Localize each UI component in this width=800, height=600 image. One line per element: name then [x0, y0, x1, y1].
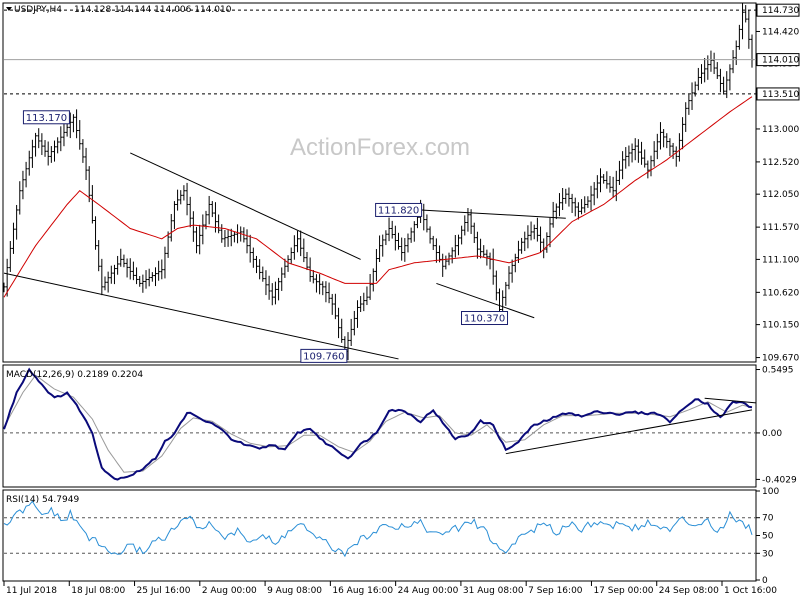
- price-level-box: [756, 53, 800, 67]
- macd-axis-label: 0.5495: [762, 366, 794, 376]
- macd-axis-label: -0.4029: [762, 475, 797, 485]
- price-axis: 114.420 113.000 112.520 112.050 111.570 111.1…: [756, 3, 800, 364]
- rsi-axis: 100 70 50 30 0: [756, 487, 779, 586]
- time-axis-label: 9 Aug 08:00: [267, 586, 322, 596]
- price-axis-label: 111.100: [762, 255, 799, 265]
- rsi-polyline: [3, 500, 753, 558]
- time-axis-label: 18 Jul 08:00: [71, 586, 125, 596]
- rsi-panel: RSI(14) 54.7949: [2, 489, 757, 582]
- annotation-label: 109.760: [303, 351, 344, 362]
- price-level-box: [756, 87, 800, 101]
- ma-line: [3, 96, 753, 298]
- rsi-title: RSI(14) 54.7949: [6, 495, 79, 505]
- trendline: [420, 209, 566, 219]
- rsi-axis-label: 100: [762, 487, 779, 497]
- macd-main-line: [3, 367, 753, 481]
- time-axis-label: 24 Sep 08:00: [659, 586, 719, 596]
- price-axis-label: 112.520: [762, 158, 799, 168]
- time-axis-label: 25 Jul 16:00: [137, 586, 191, 596]
- rsi-axis-label: 70: [762, 514, 774, 524]
- annotation-box: [375, 202, 423, 217]
- price-level-label: 114.010: [762, 56, 799, 66]
- annotation-label: 113.170: [26, 113, 67, 124]
- price-level-label: 114.730: [762, 6, 799, 16]
- macd-lines: [3, 367, 753, 481]
- macd-title: MACD(12,26,9) 0.2189 0.2204: [6, 370, 143, 380]
- price-axis-label: 110.620: [762, 288, 799, 298]
- macd-trendlines: [505, 397, 757, 455]
- trendline: [130, 152, 361, 260]
- macd-axis: 0.5495 0.00 -0.4029: [756, 366, 797, 485]
- price-axis-label: 109.670: [762, 354, 799, 364]
- price-bars: [2, 2, 754, 361]
- time-axis-label: 24 Aug 00:00: [398, 586, 459, 596]
- price-trendlines: [3, 152, 566, 360]
- moving-average: [3, 96, 753, 298]
- time-axis: 11 Jul 2018 18 Jul 08:00 25 Jul 16:00 2 Aug…: [3, 581, 777, 596]
- watermark: ActionForex.com: [290, 134, 470, 161]
- price-annotations: 113.170 109.760 111.820 110.370: [22, 110, 509, 363]
- price-axis-label: 112.050: [762, 190, 799, 200]
- symbol-title: USDJPY,H4: [14, 5, 62, 15]
- price-title: USDJPY,H4 114.128 114.144 114.006 114.01…: [6, 5, 232, 15]
- price-panel: ActionForex.com 113.170 109.760 111.820 110…: [2, 2, 757, 363]
- price-level-lines: [4, 9, 756, 95]
- time-axis-label: 1 Oct 16:00: [724, 586, 777, 596]
- rsi-axis-label: 0: [762, 576, 768, 586]
- macd-axis-label: 0.00: [762, 429, 782, 439]
- annotation-box: [22, 110, 70, 125]
- rsi-levels: [4, 517, 756, 554]
- price-axis-label: 114.420: [762, 27, 799, 37]
- annotation-label: 111.820: [378, 205, 419, 216]
- rsi-axis-label: 50: [762, 532, 774, 542]
- time-axis-label: 17 Sep 00:00: [593, 586, 653, 596]
- annotation-box: [300, 348, 348, 363]
- dropdown-triangle-icon: [6, 7, 12, 11]
- trendline: [3, 272, 399, 360]
- time-axis-label: 16 Aug 16:00: [332, 586, 393, 596]
- price-axis-label: 111.570: [762, 223, 799, 233]
- rsi-axis-label: 30: [762, 549, 774, 559]
- macd-trendline: [704, 397, 757, 404]
- price-axis-label: 113.000: [762, 125, 799, 135]
- time-axis-label: 31 Aug 08:00: [463, 586, 524, 596]
- ohlc-readout: 114.128 114.144 114.006 114.010: [74, 5, 232, 15]
- time-axis-label: 7 Sep 16:00: [528, 586, 583, 596]
- time-axis-label: 11 Jul 2018: [6, 586, 57, 596]
- time-axis-label: 2 Aug 00:00: [202, 586, 257, 596]
- rsi-line: [3, 500, 753, 558]
- annotation-label: 110.370: [464, 314, 505, 325]
- price-level-label: 113.510: [762, 90, 799, 100]
- annotation-box: [461, 311, 509, 326]
- macd-trendline: [505, 409, 753, 455]
- macd-panel: MACD(12,26,9) 0.2189 0.2204: [2, 364, 757, 488]
- price-axis-label: 110.150: [762, 321, 799, 331]
- price-level-box: [756, 3, 800, 17]
- trendline: [436, 282, 535, 319]
